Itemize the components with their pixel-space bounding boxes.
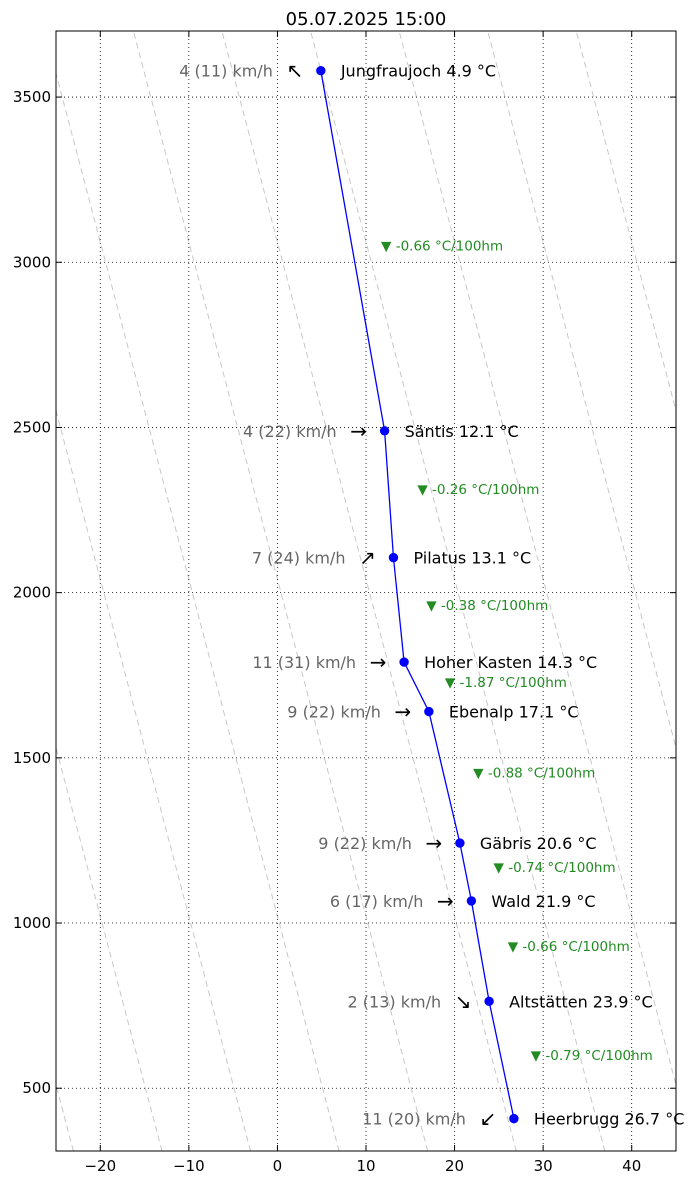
x-tick-label: −10: [173, 1157, 205, 1175]
x-tick-label: 30: [534, 1157, 553, 1175]
wind-label: 11 (31) km/h: [252, 653, 356, 672]
wind-arrow-icon: →: [395, 700, 412, 724]
y-tick-label: 3000: [13, 253, 51, 271]
y-tick-label: 500: [22, 1079, 51, 1097]
station-marker: [399, 657, 409, 667]
lapse-rate-label: ▼ -0.26 °C/100hm: [417, 482, 539, 498]
station-marker: [484, 996, 494, 1007]
wind-label: 6 (17) km/h: [330, 892, 424, 911]
wind-arrow-icon: →: [350, 419, 367, 443]
station-marker: [424, 706, 434, 717]
lapse-rate-label: ▼ -0.66 °C/100hm: [508, 939, 630, 955]
wind-arrow-icon: ↙: [480, 1107, 497, 1131]
station-labels: Jungfraujoch 4.9 °C ↖ 4 (11) km/h Säntis 12…: [179, 59, 684, 1131]
lapse-rate-label: ▼ -0.66 °C/100hm: [381, 239, 503, 255]
station-marker: [379, 426, 390, 436]
station-marker: [455, 838, 465, 848]
wind-label: 9 (22) km/h: [318, 834, 412, 853]
station-marker: [388, 552, 399, 563]
y-tick-label: 1000: [13, 914, 51, 932]
lapse-rate-label: ▼ -0.74 °C/100hm: [494, 860, 616, 876]
wind-label: 2 (13) km/h: [348, 992, 442, 1011]
wind-label: 7 (24) km/h: [252, 549, 346, 568]
station-marker: [466, 896, 477, 906]
station-label: Heerbrugg 26.7 °C: [534, 1110, 684, 1129]
x-tick-label: −20: [84, 1157, 116, 1175]
guide-line: [132, 31, 429, 1151]
wind-label: 4 (11) km/h: [179, 62, 273, 81]
wind-label: 9 (22) km/h: [287, 703, 381, 722]
y-tick-label: 1500: [13, 749, 51, 767]
guide-line: [221, 31, 517, 1151]
station-label: Pilatus 13.1 °C: [413, 549, 531, 568]
wind-arrow-icon: ↗: [359, 546, 376, 570]
y-axis: 500 1000 1500 2000 2500 3000 3500: [13, 88, 676, 1097]
x-axis: −20 −10 0 10 20 30 40: [84, 31, 641, 1175]
lapse-rate-label: ▼ -0.38 °C/100hm: [426, 598, 548, 614]
wind-label: 4 (22) km/h: [243, 422, 337, 441]
station-label: Altstätten 23.9 °C: [509, 992, 653, 1011]
x-tick-label: 40: [622, 1157, 641, 1175]
station-label: Hoher Kasten 14.3 °C: [424, 653, 597, 672]
wind-arrow-icon: →: [437, 889, 454, 913]
x-tick-label: 20: [445, 1157, 464, 1175]
guide-line: [56, 408, 252, 1151]
station-marker: [509, 1113, 519, 1124]
station-label: Jungfraujoch 4.9 °C: [340, 62, 496, 81]
guide-line: [56, 745, 163, 1151]
wind-arrow-icon: →: [370, 650, 387, 674]
wind-arrow-icon: →: [426, 831, 443, 855]
temperature-profile: [316, 65, 519, 1124]
lapse-rate-label: ▼ -1.87 °C/100hm: [445, 675, 567, 691]
guide-line: [398, 31, 676, 1087]
wind-arrow-icon: ↖: [286, 59, 303, 83]
station-label: Säntis 12.1 °C: [405, 422, 519, 441]
station-label: Ebenalp 17.1 °C: [449, 703, 579, 722]
x-tick-label: 0: [273, 1157, 283, 1175]
guide-line: [575, 31, 676, 413]
grid-lines: [56, 31, 676, 1151]
y-tick-label: 3500: [13, 88, 51, 106]
lapse-rate-labels: ▼ -0.66 °C/100hm ▼ -0.26 °C/100hm ▼ -0.38 …: [381, 239, 653, 1064]
lapse-rate-label: ▼ -0.88 °C/100hm: [473, 765, 595, 781]
guide-line: [56, 71, 340, 1151]
lapse-rate-label: ▼ -0.79 °C/100hm: [531, 1048, 653, 1064]
y-tick-label: 2500: [13, 418, 51, 436]
profile-line: [320, 70, 515, 1119]
station-label: Gäbris 20.6 °C: [480, 834, 597, 853]
y-tick-label: 2000: [13, 584, 51, 602]
wind-arrow-icon: ↘: [455, 989, 472, 1013]
station-label: Wald 21.9 °C: [491, 892, 595, 911]
chart-title: 05.07.2025 15:00: [286, 9, 447, 30]
guide-line: [310, 31, 606, 1151]
guide-line: [487, 31, 676, 750]
x-tick-label: 10: [356, 1157, 375, 1175]
station-marker: [316, 65, 326, 76]
wind-label: 11 (20) km/h: [362, 1110, 466, 1129]
dry-adiabat-guides: [56, 31, 676, 1151]
